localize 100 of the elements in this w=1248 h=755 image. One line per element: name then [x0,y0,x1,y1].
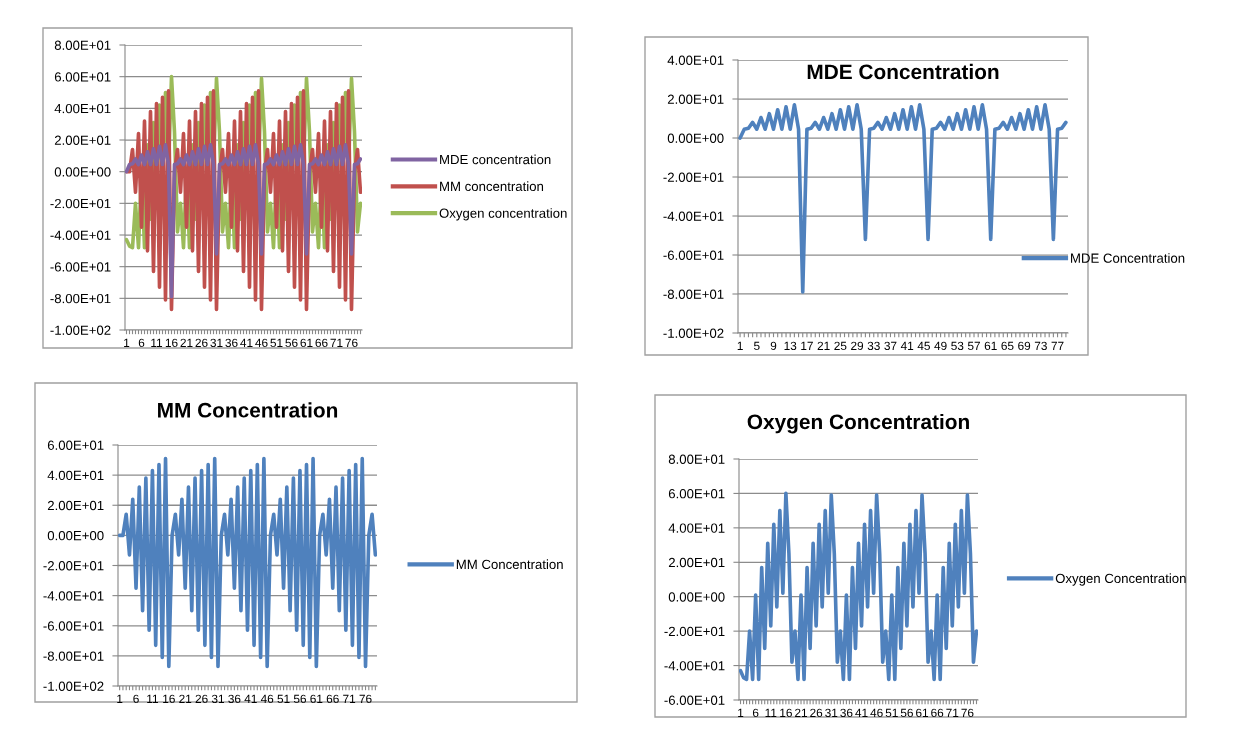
y-tick-label: 2.00E+01 [54,135,111,145]
y-tick-label: -2.00E+01 [43,561,104,571]
x-tick-label: 11 [151,338,163,347]
x-tick-label: 56 [900,708,913,717]
chart-title: Oxygen Concentration [747,413,969,434]
line-series [739,491,978,682]
y-tick-label: -6.00E+01 [663,250,724,260]
x-tick-label: 6 [133,694,139,703]
x-tick-label: 53 [951,341,964,350]
x-tick-label: 56 [285,338,298,347]
y-tick-label: 6.00E+01 [54,72,111,82]
y-tick-label: -1.00E+02 [663,328,724,338]
x-tick-label: 16 [780,708,792,717]
y-tick-label: 0.00E+00 [54,167,111,177]
x-tick-label: 61 [310,694,323,703]
x-tick-label: 6 [138,338,145,347]
y-tick-label: -6.00E+01 [50,262,111,272]
x-tick-label: 71 [946,708,959,717]
x-tick-label: 71 [343,694,356,703]
x-tick-label: 1 [117,694,123,703]
y-tick-label: -2.00E+01 [663,172,724,182]
y-tick-label: -8.00E+01 [50,293,111,304]
x-tick-label: 31 [210,338,223,347]
y-tick-label: 6.00E+01 [47,440,104,450]
y-tick-label: -1.00E+02 [50,325,111,335]
y-tick-label: -1.00E+02 [43,681,104,691]
x-tick-label: 66 [931,708,944,717]
x-tick-label: 17 [801,341,813,350]
x-tick-label: 57 [967,341,980,350]
x-tick-label: 41 [244,694,257,703]
x-tick-label: 46 [870,708,883,717]
x-tick-label: 21 [179,694,192,703]
x-tick-label: 37 [884,341,897,350]
x-tick-label: 26 [195,694,208,703]
y-tick-label: -4.00E+01 [43,591,104,601]
x-tick-label: 51 [885,708,898,717]
chart-title: MM Concentration [158,402,338,418]
y-tick-label: 2.00E+01 [47,500,104,511]
y-tick-label: -4.00E+01 [663,211,724,221]
line-series [738,103,1068,294]
y-tick-label: -6.00E+01 [43,621,104,631]
x-tick-label: 1 [124,338,130,347]
x-tick-label: 21 [180,338,193,347]
x-tick-label: 11 [147,694,158,703]
x-tick-label: 56 [293,694,306,703]
x-tick-label: 36 [840,708,853,717]
y-tick-label: -8.00E+01 [663,289,724,299]
legend-label: Oxygen Concentration [1055,573,1186,586]
x-tick-label: 41 [855,708,868,717]
x-tick-label: 5 [753,341,760,350]
y-tick-label: 8.00E+01 [54,40,111,50]
x-tick-label: 26 [810,708,823,717]
x-tick-label: 41 [240,338,253,347]
x-tick-label: 65 [1001,341,1014,350]
x-tick-label: 49 [934,341,947,350]
x-tick-label: 66 [315,338,328,347]
x-tick-label: 33 [867,341,880,350]
y-tick-label: 4.00E+01 [54,103,111,114]
x-tick-label: 45 [917,341,930,350]
line-series [118,456,377,669]
x-tick-label: 31 [211,694,224,703]
x-tick-label: 1 [737,341,743,350]
x-tick-label: 26 [195,338,208,347]
x-tick-label: 51 [277,694,290,703]
y-tick-label: 0.00E+00 [47,530,104,541]
x-tick-label: 71 [330,338,343,347]
x-tick-label: 1 [738,708,744,717]
x-tick-label: 36 [228,694,241,703]
y-tick-label: 4.00E+01 [667,55,724,65]
y-tick-label: 6.00E+01 [668,489,725,499]
x-tick-label: 76 [345,338,358,347]
x-tick-label: 9 [770,341,777,350]
x-tick-label: 46 [255,338,268,347]
x-tick-label: 61 [916,708,929,717]
y-tick-label: -8.00E+01 [43,651,104,661]
x-tick-label: 61 [300,338,313,347]
x-tick-label: 73 [1034,341,1047,350]
legend-label: MM Concentration [456,559,563,570]
x-tick-label: 21 [817,341,830,350]
y-tick-label: -2.00E+01 [664,626,725,637]
chart-title: MDE Concentration [807,63,999,80]
x-tick-label: 66 [326,694,339,703]
x-tick-label: 25 [834,341,847,350]
x-tick-label: 21 [795,708,808,717]
legend-label: Oxygen concentration [439,208,567,221]
y-tick-label: 2.00E+01 [667,94,724,104]
y-tick-label: -2.00E+01 [50,198,111,209]
y-tick-label: 0.00E+00 [668,592,725,602]
y-tick-label: -6.00E+01 [664,695,725,705]
y-tick-label: 2.00E+01 [668,557,725,568]
y-tick-label: 0.00E+00 [667,133,724,143]
legend-label: MDE Concentration [1071,253,1185,263]
x-tick-label: 29 [851,341,864,350]
x-tick-label: 16 [165,338,178,347]
y-tick-label: 8.00E+01 [668,454,725,464]
x-tick-label: 76 [961,708,974,717]
x-tick-label: 46 [260,694,274,703]
x-tick-label: 13 [784,341,797,350]
x-tick-label: 16 [163,694,175,703]
y-tick-label: -4.00E+01 [50,230,111,240]
